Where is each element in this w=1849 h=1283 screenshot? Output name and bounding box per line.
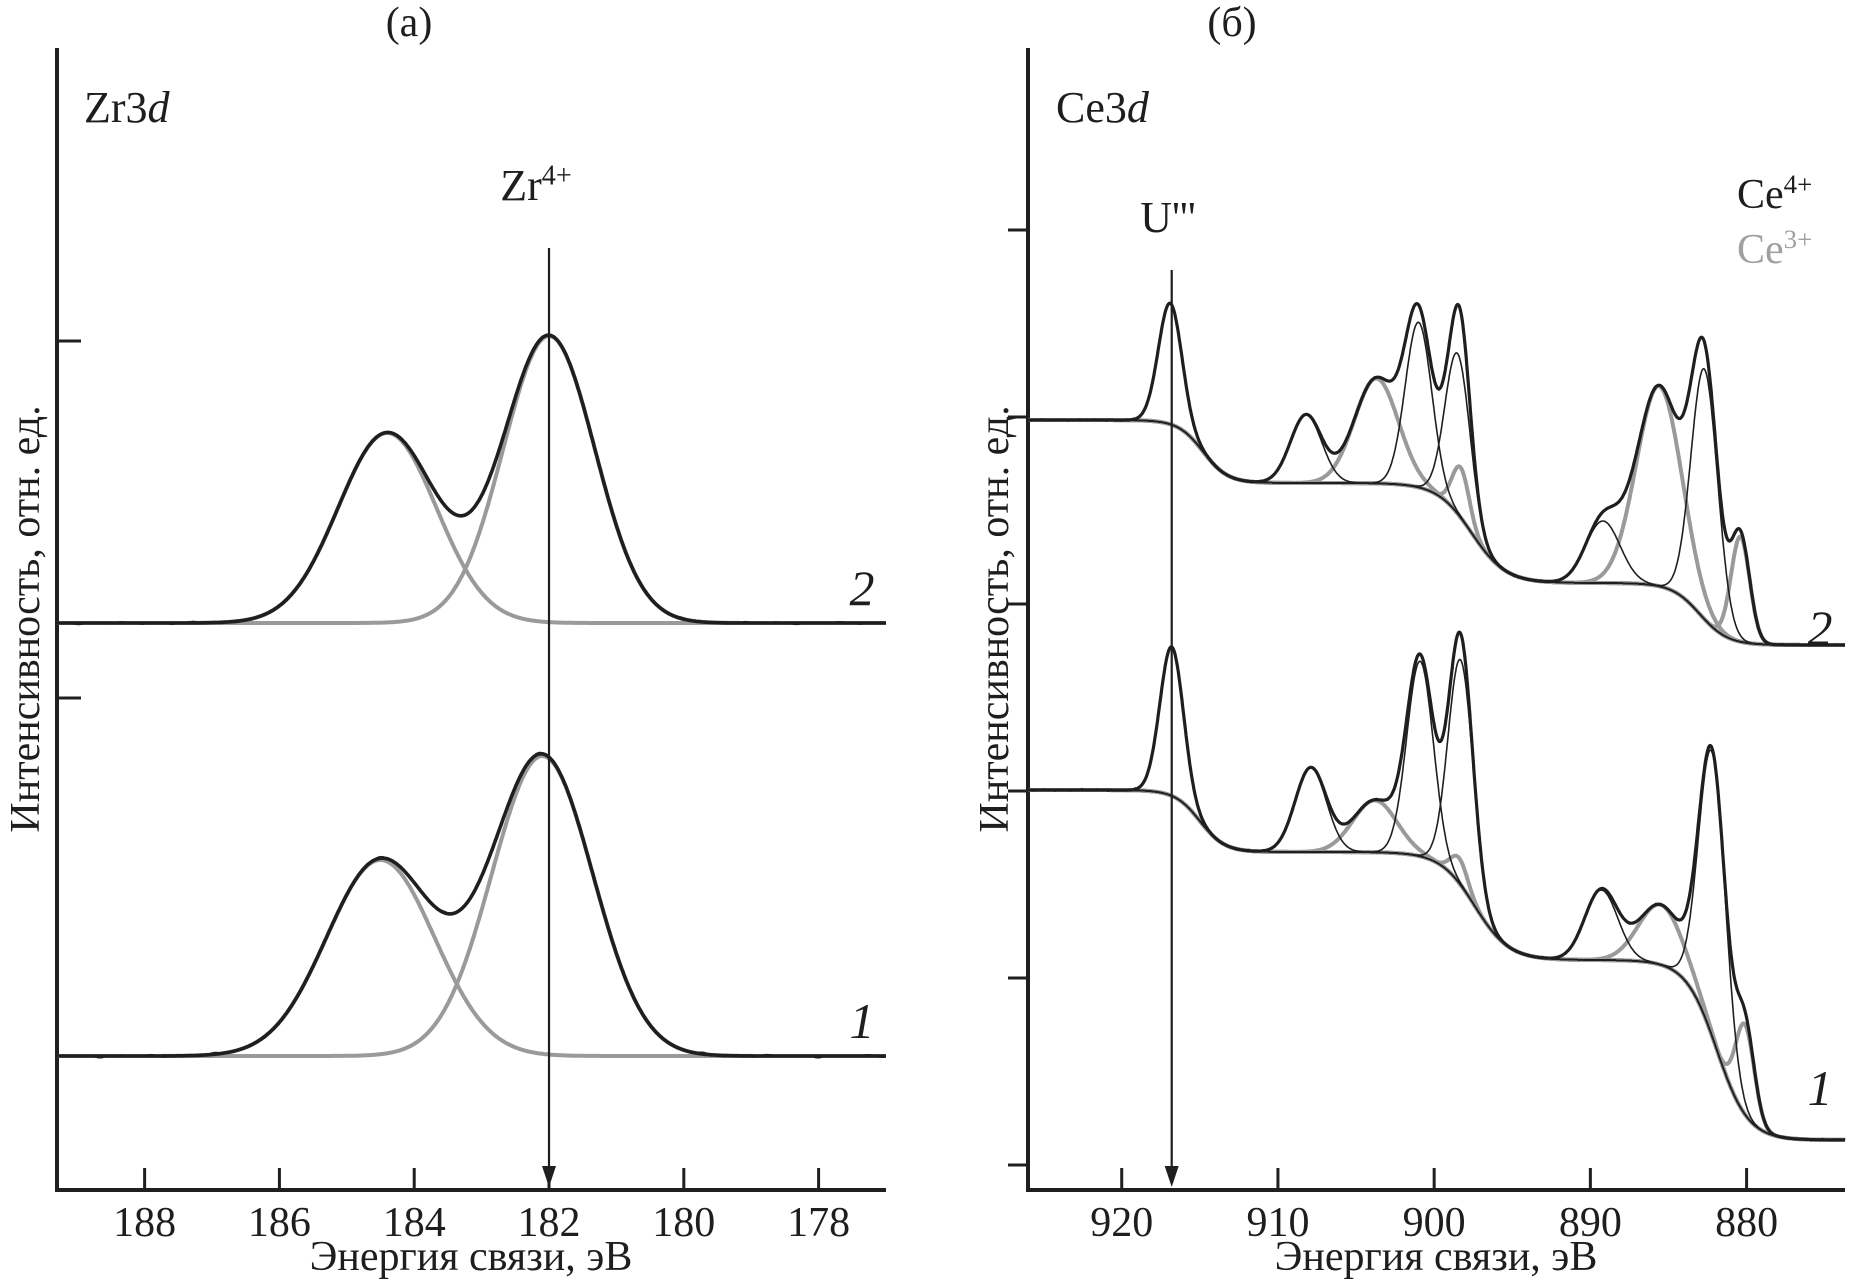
panel-b-curve-label-1: 1 [1807, 1060, 1833, 1116]
panel-b-spectrum-1-raw-data [1027, 631, 1846, 1142]
panel-b-spectrum-1-component-black-8 [1028, 749, 1846, 1141]
panel-a-curve-label-2: 2 [849, 560, 875, 616]
panel-a-title: (а) [385, 0, 433, 46]
panel-b-title: (б) [1207, 0, 1257, 46]
panel-b-spectrum-1-component-black-1 [1028, 767, 1846, 1141]
panel-b-x-tick-label-920: 920 [1090, 1200, 1154, 1246]
panel-a-spectrum-1-component-gray-0 [57, 858, 886, 1058]
panel-b-curve-label-2: 2 [1807, 600, 1833, 656]
legend: Ce4+ Ce3+ [1737, 168, 1812, 277]
u-triple-prime-annotation: U''' [1140, 193, 1196, 242]
species-b-base: Ce3 [1056, 83, 1127, 132]
panel-a-y-axis-label: Интенсивность, отн. ед. [3, 405, 49, 833]
panel-a-x-tick-label-186: 186 [247, 1200, 311, 1246]
panel-b-y-axis-label: Интенсивность, отн. ед. [972, 405, 1018, 833]
panel-b-axes [1026, 48, 1845, 1192]
panel-a-spectrum-2-raw-data [57, 333, 887, 626]
panel-a-reference-arrow-head [542, 1166, 556, 1187]
panel-a-x-axis-label: Энергия связи, эВ [309, 1234, 633, 1280]
panel-a-x-tick-label-180: 180 [652, 1200, 716, 1246]
panel-b-reference-arrow-head [1164, 1166, 1179, 1187]
panel-a-curve-label-1: 1 [849, 993, 875, 1049]
zr4-annotation-sup: 4+ [541, 160, 572, 192]
panel-a-spectrum-1-raw-data [57, 751, 887, 1059]
panel-b-x-tick-label-910: 910 [1246, 1200, 1310, 1246]
panel-a-x-tick-label-178: 178 [787, 1200, 851, 1246]
panel-b-x-tick-label-880: 880 [1715, 1200, 1779, 1246]
panel-b-x-axis-label: Энергия связи, эВ [1274, 1234, 1598, 1280]
panel-b-spectrum-2-component-black-8 [1028, 367, 1845, 646]
panel-a-x-tick-label-188: 188 [113, 1200, 177, 1246]
legend-ce3-label: Ce3+ [1737, 223, 1813, 273]
zr4-annotation-base: Zr [500, 161, 542, 210]
panel-a-spectrum-2-component-gray-0 [57, 431, 886, 625]
panel-a-species-label: Zr3d [84, 86, 170, 130]
panel-b-spectrum-2-raw-data [1027, 301, 1846, 647]
panel-b-species-label: Ce3d [1056, 86, 1149, 130]
species-a-base: Zr3 [84, 83, 148, 132]
panel-a-x-tick-label-182: 182 [517, 1200, 581, 1246]
panel-b-spectrum-2-envelope [1027, 301, 1846, 647]
panel-b-x-tick-label-900: 900 [1402, 1200, 1466, 1246]
species-b-orbital: d [1126, 83, 1149, 132]
panel-b-x-tick-label-890: 890 [1558, 1200, 1622, 1246]
species-a-orbital: d [147, 83, 170, 132]
panel-a-axes [55, 48, 886, 1192]
zr4-annotation: Zr4+ [500, 161, 572, 210]
panel-b-spectrum-2-component-black-3 [1028, 321, 1845, 646]
panel-b-spectrum-2-component-black-0 [1028, 302, 1845, 646]
panel-a-x-tick-label-184: 184 [382, 1200, 446, 1246]
legend-ce4-label: Ce4+ [1737, 169, 1813, 218]
